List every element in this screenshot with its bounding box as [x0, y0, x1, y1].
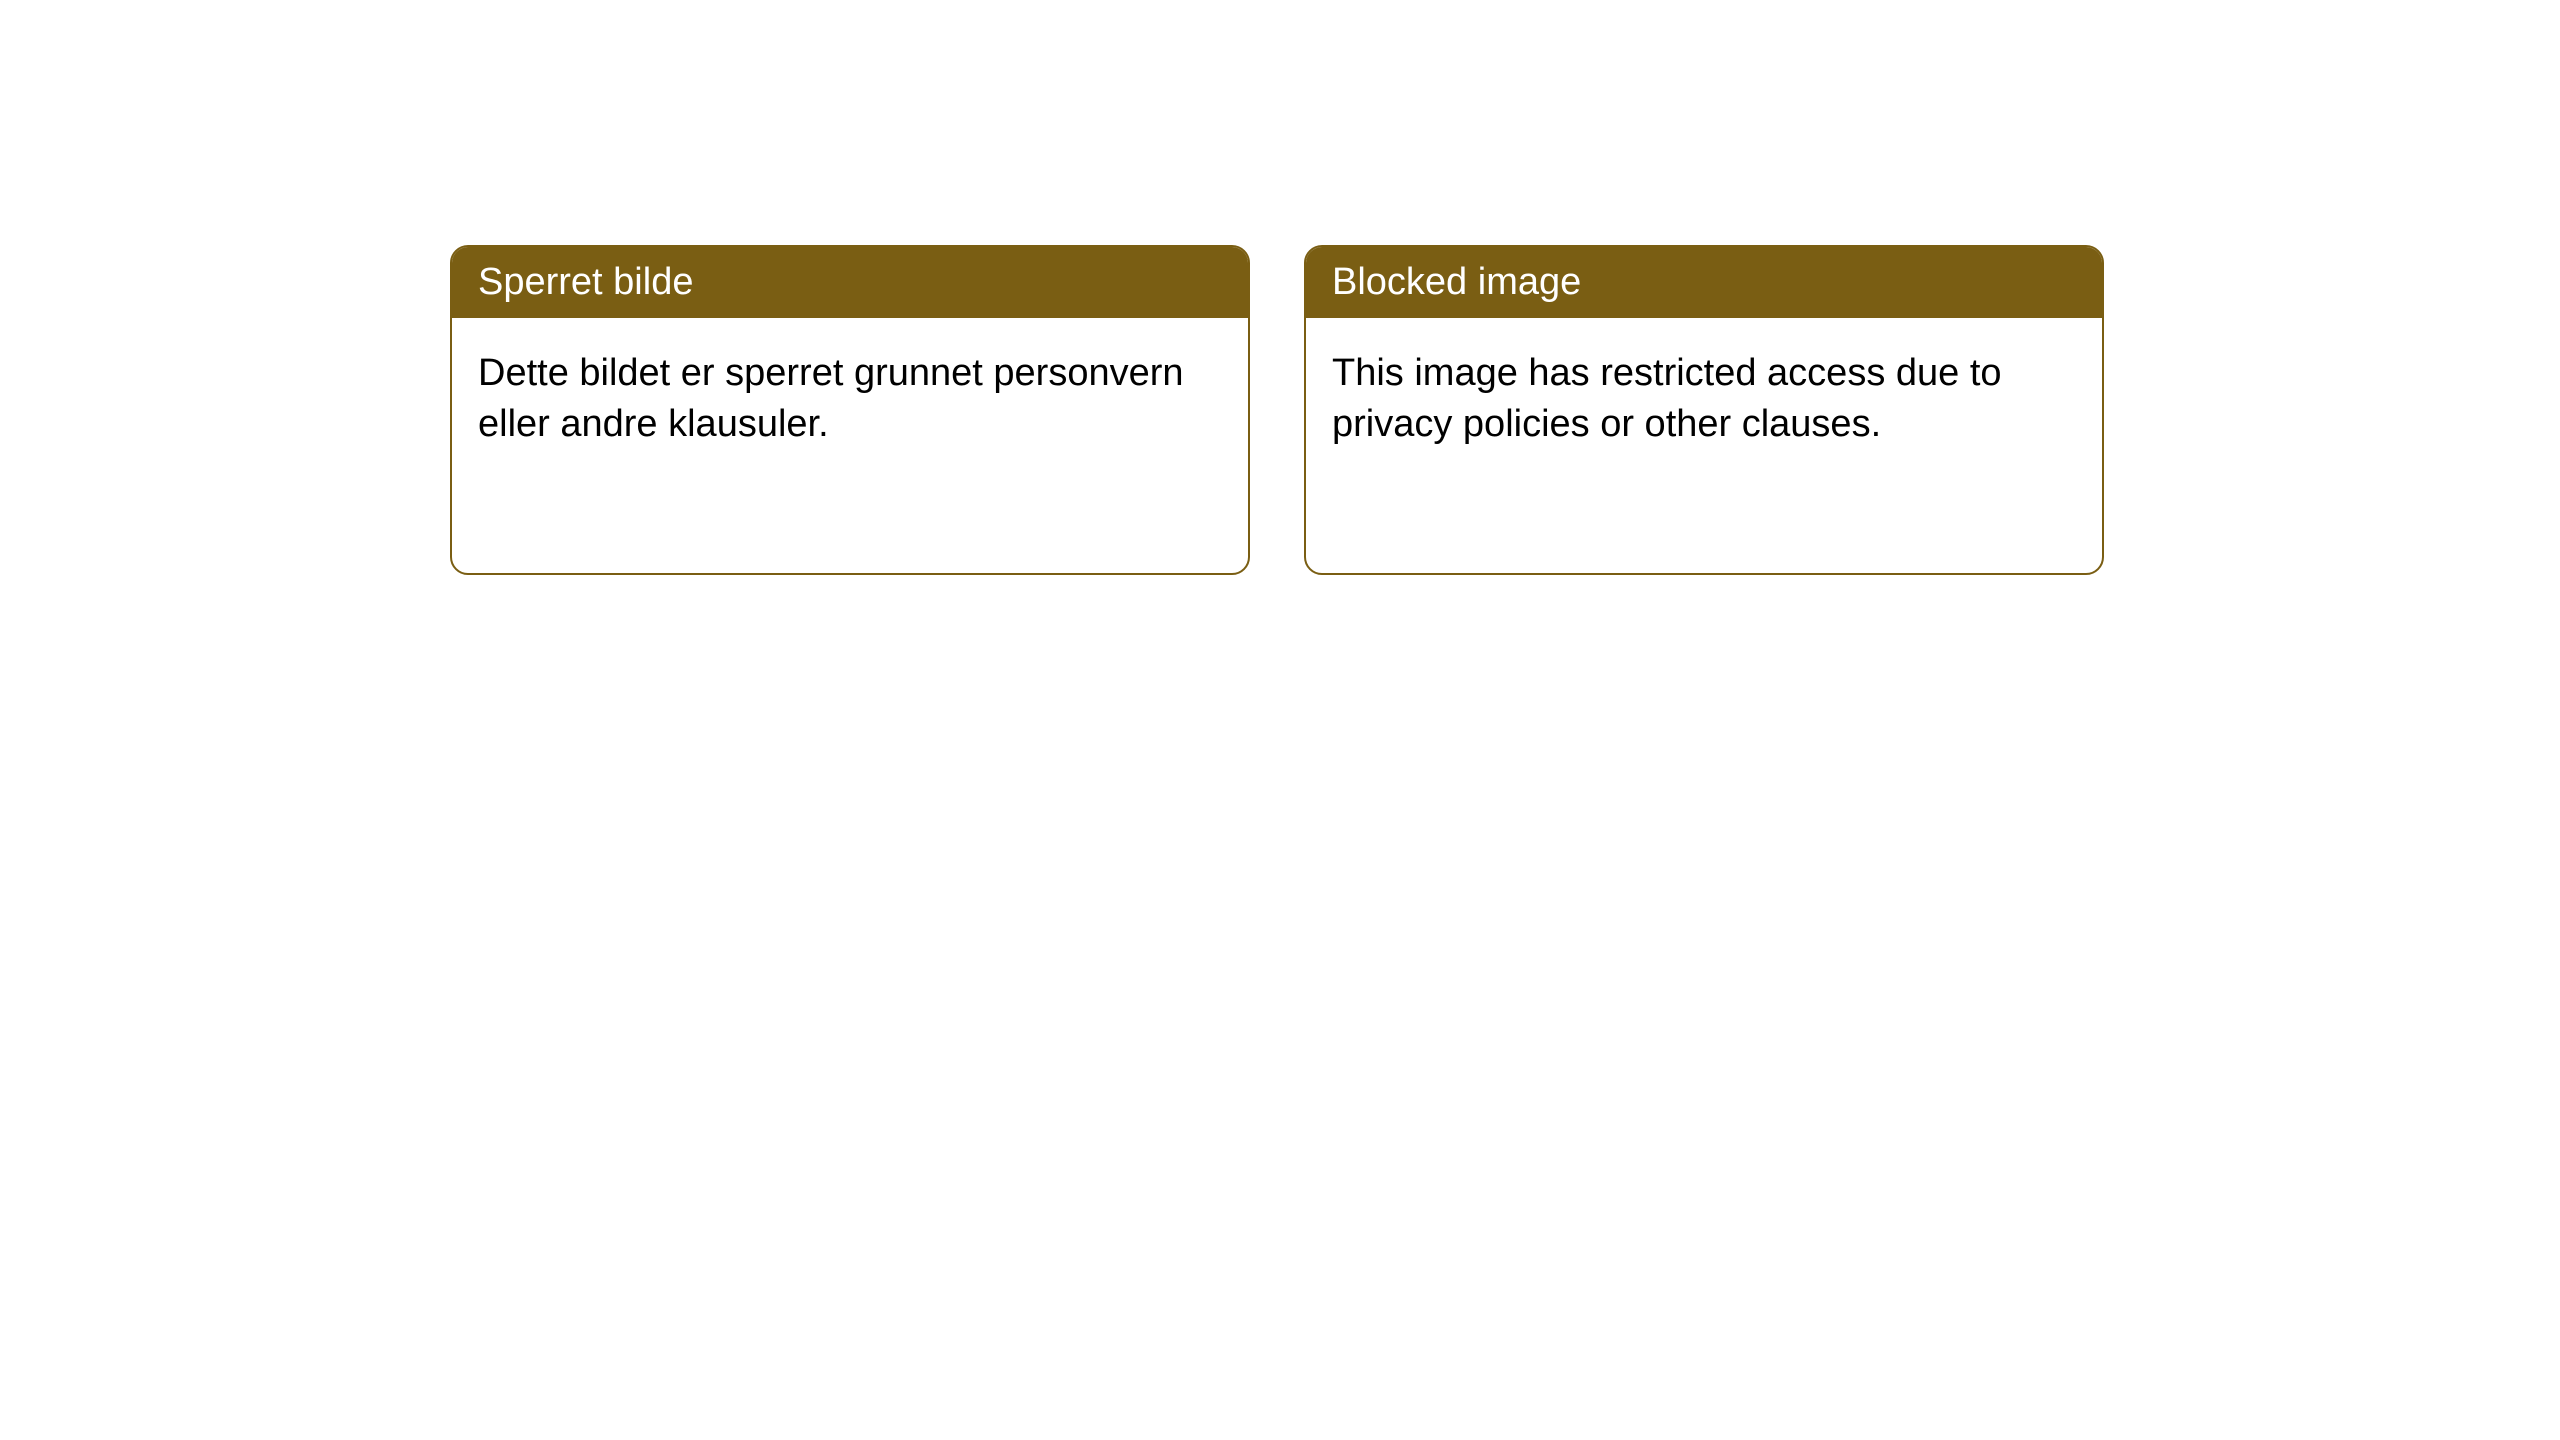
notice-header-norwegian: Sperret bilde [452, 247, 1248, 318]
notice-card-norwegian: Sperret bilde Dette bildet er sperret gr… [450, 245, 1250, 575]
notice-body-norwegian: Dette bildet er sperret grunnet personve… [452, 318, 1248, 481]
notice-header-english: Blocked image [1306, 247, 2102, 318]
notice-body-english: This image has restricted access due to … [1306, 318, 2102, 481]
notice-container: Sperret bilde Dette bildet er sperret gr… [450, 245, 2104, 575]
notice-card-english: Blocked image This image has restricted … [1304, 245, 2104, 575]
